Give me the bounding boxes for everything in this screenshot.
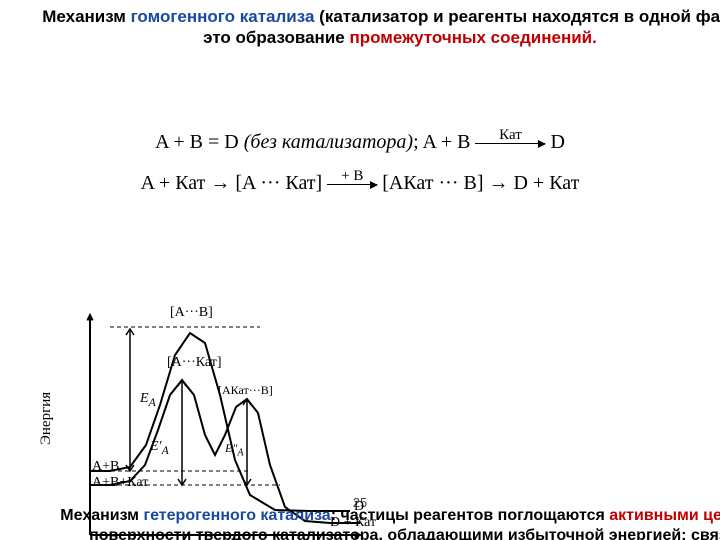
- title-red: промежуточных соединений.: [349, 28, 596, 47]
- bot-blue: гетерогенного катализа: [143, 507, 330, 524]
- eq2-p1: A + Кат → [A ··· Кат]: [141, 172, 328, 194]
- slide-title: Механизм гомогенного катализа (катализат…: [40, 6, 720, 49]
- equation-2: A + Кат → [A ··· Кат] + B [AКат ··· B] →…: [0, 164, 720, 205]
- ea-lower1-label: E′A: [150, 439, 169, 457]
- eq1-right: D: [550, 131, 564, 153]
- eq2-arrow-top: + B: [341, 168, 363, 185]
- bot-pre: Механизм: [60, 507, 143, 524]
- eq1-paren: (без катализатора): [244, 131, 413, 153]
- eq1-arrow: Кат: [475, 123, 545, 164]
- lower-start-label: A+B+Кат: [92, 475, 148, 491]
- eq1-sep: ; A + B: [413, 131, 475, 153]
- bot-mid1: : частицы реагентов поглощаются: [331, 507, 610, 524]
- ea-upper-label: EA: [140, 391, 156, 409]
- equations-block: A + B = D (без катализатора); A + B Кат …: [0, 123, 720, 205]
- bot-red: активными центрами: [609, 507, 720, 524]
- title-blue: гомогенного катализа: [131, 7, 315, 26]
- title-pre: Механизм: [42, 7, 130, 26]
- ea-lower2-label: E″A: [225, 441, 243, 458]
- lower-peak1-label: [A···Кат]: [167, 355, 222, 371]
- eq1-arrow-top: Кат: [499, 127, 522, 144]
- y-axis-label: Энергия: [38, 391, 55, 444]
- energy-diagram: Энергия Течение реакции [A···B] [A···Кат…: [50, 295, 380, 540]
- eq2-arrow: + B: [327, 164, 377, 205]
- eq2-p2: [AКат ··· B] → D + Кат: [382, 172, 579, 194]
- equation-1: A + B = D (без катализатора); A + B Кат …: [0, 123, 720, 164]
- energy-diagram-svg: [50, 295, 380, 540]
- upper-peak-label: [A···B]: [170, 305, 213, 321]
- bottom-paragraph: Механизм гетерогенного катализа: частицы…: [60, 506, 720, 540]
- bot-mid2: поверхности твердого катализатора, облад…: [89, 527, 720, 540]
- upper-start-label: A+B: [92, 459, 119, 475]
- lower-peak2-label: [AКат···B]: [218, 383, 273, 398]
- eq1-left: A + B = D: [155, 131, 244, 153]
